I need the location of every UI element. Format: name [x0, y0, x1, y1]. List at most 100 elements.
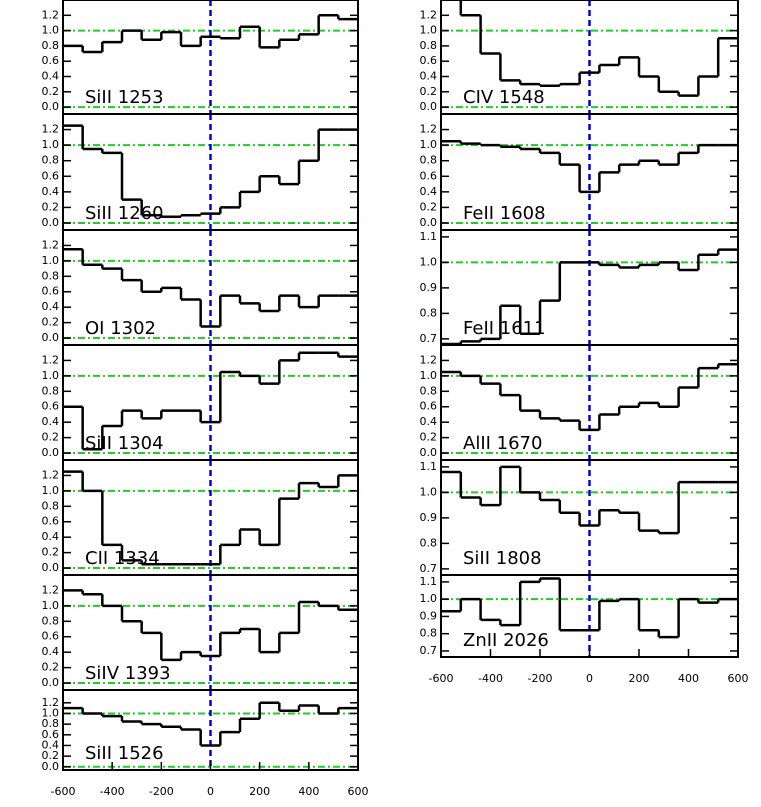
y-tick-label: 0.8 — [420, 154, 438, 167]
y-tick-label: 1.0 — [42, 24, 60, 37]
y-tick-label: 1.0 — [42, 706, 60, 719]
y-tick-label: 1.2 — [42, 468, 60, 481]
panel — [441, 460, 738, 575]
line-label: CII 1334 — [85, 548, 160, 569]
x-tick-label: 0 — [207, 785, 214, 798]
panel — [441, 575, 738, 657]
x-tick-label: 600 — [348, 785, 369, 798]
y-tick-label: 0.2 — [42, 661, 60, 674]
y-tick-label: 0.2 — [420, 431, 438, 444]
y-tick-label: 0.6 — [42, 400, 60, 413]
y-tick-label: 0.4 — [42, 645, 60, 658]
y-tick-label: 0.7 — [420, 332, 438, 345]
y-tick-label: 0.8 — [42, 499, 60, 512]
y-tick-label: 1.0 — [420, 485, 438, 498]
y-tick-label: 1.0 — [420, 369, 438, 382]
y-tick-label: 1.0 — [420, 138, 438, 151]
y-tick-label: 0.4 — [42, 300, 60, 313]
y-tick-label: 0.7 — [420, 644, 438, 657]
y-tick-label: 1.2 — [420, 123, 438, 136]
y-tick-label: 1.2 — [42, 238, 60, 251]
y-tick-label: 0.0 — [420, 216, 438, 229]
y-tick-label: 0.2 — [42, 546, 60, 559]
line-label: SiII 1808 — [463, 548, 542, 569]
y-tick-label: 0.8 — [420, 306, 438, 319]
y-tick-label: 0.6 — [42, 54, 60, 67]
line-label: SiII 1304 — [85, 433, 164, 454]
x-tick-label: 200 — [249, 785, 270, 798]
x-tick-label: 200 — [629, 672, 650, 685]
line-label: FeII 1611 — [463, 318, 546, 339]
line-label: SiII 1526 — [85, 743, 164, 764]
y-tick-label: 0.0 — [42, 100, 60, 113]
y-tick-label: 1.2 — [42, 123, 60, 136]
y-tick-label: 0.8 — [420, 384, 438, 397]
x-tick-label: 400 — [298, 785, 319, 798]
y-tick-label: 1.0 — [42, 599, 60, 612]
y-tick-label: 1.2 — [42, 8, 60, 21]
y-tick-label: 0.6 — [420, 54, 438, 67]
x-tick-label: -400 — [478, 672, 503, 685]
x-tick-label: 600 — [728, 672, 749, 685]
y-tick-label: 0.0 — [42, 446, 60, 459]
y-tick-label: 1.2 — [420, 8, 438, 21]
y-tick-label: 0.0 — [42, 331, 60, 344]
y-tick-label: 0.4 — [42, 185, 60, 198]
y-tick-label: 1.2 — [42, 583, 60, 596]
y-tick-label: 0.4 — [420, 415, 438, 428]
y-tick-label: 0.2 — [420, 200, 438, 213]
line-label: CIV 1548 — [463, 87, 545, 108]
panel — [63, 575, 358, 690]
y-tick-label: 0.8 — [420, 39, 438, 52]
panel — [441, 230, 738, 345]
y-tick-label: 1.0 — [420, 255, 438, 268]
y-tick-label: 0.0 — [42, 676, 60, 689]
x-tick-label: -400 — [100, 785, 125, 798]
y-tick-label: 0.2 — [420, 85, 438, 98]
line-label: SiII 1253 — [85, 87, 164, 108]
y-tick-label: 1.0 — [42, 484, 60, 497]
line-label: FeII 1608 — [463, 203, 546, 224]
x-tick-label: -200 — [149, 785, 174, 798]
y-tick-label: 1.0 — [42, 369, 60, 382]
panel — [441, 0, 738, 114]
y-tick-label: 0.4 — [42, 530, 60, 543]
y-tick-label: 0.4 — [42, 738, 60, 751]
y-tick-label: 1.1 — [420, 230, 438, 243]
panel — [63, 460, 358, 575]
panel — [63, 114, 358, 230]
line-label: AlII 1670 — [463, 433, 542, 454]
x-tick-label: 0 — [586, 672, 593, 685]
y-tick-label: 0.4 — [42, 70, 60, 83]
y-tick-label: 0.6 — [42, 169, 60, 182]
y-tick-label: 1.0 — [420, 24, 438, 37]
line-label: ZnII 2026 — [463, 630, 549, 651]
y-tick-label: 0.8 — [42, 717, 60, 730]
y-tick-label: 0.8 — [42, 39, 60, 52]
y-tick-label: 0.8 — [42, 154, 60, 167]
y-tick-label: 0.8 — [420, 536, 438, 549]
y-tick-label: 1.0 — [42, 254, 60, 267]
y-tick-label: 1.2 — [42, 696, 60, 709]
y-tick-label: 0.0 — [42, 216, 60, 229]
line-label: OI 1302 — [85, 318, 156, 339]
x-tick-label: -200 — [528, 672, 553, 685]
y-tick-label: 0.8 — [42, 269, 60, 282]
panel — [63, 0, 358, 114]
panel — [63, 345, 358, 460]
y-tick-label: 0.6 — [420, 400, 438, 413]
y-tick-label: 1.2 — [420, 353, 438, 366]
y-tick-label: 0.2 — [42, 316, 60, 329]
y-tick-label: 0.4 — [420, 70, 438, 83]
x-tick-label: -600 — [429, 672, 454, 685]
panel — [63, 230, 358, 345]
y-tick-label: 0.4 — [420, 185, 438, 198]
y-tick-label: 0.2 — [42, 85, 60, 98]
y-tick-label: 0.6 — [42, 630, 60, 643]
y-tick-label: 0.2 — [42, 200, 60, 213]
y-tick-label: 0.7 — [420, 562, 438, 575]
y-tick-label: 0.6 — [42, 515, 60, 528]
x-tick-label: -600 — [51, 785, 76, 798]
